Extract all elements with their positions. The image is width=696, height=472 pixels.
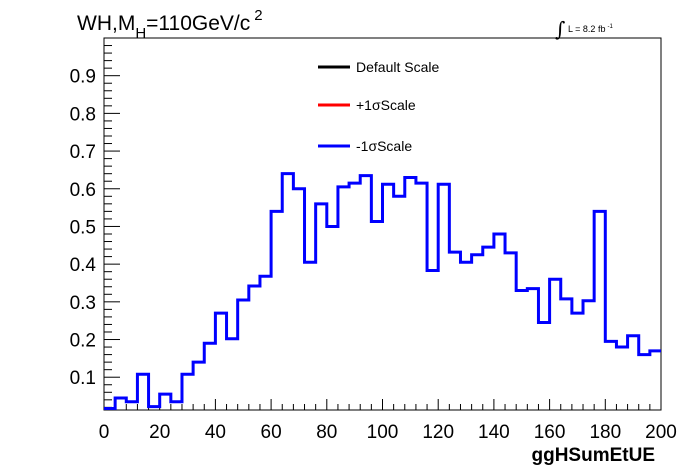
legend: Default Scale +1σScale -1σScale (318, 59, 439, 154)
y-tick-label: 0.9 (70, 67, 96, 88)
axis-ticks (103, 45, 662, 410)
x-tick-label: 60 (261, 422, 282, 443)
lumi-label: L = 8.2 fb -1 (568, 24, 613, 34)
x-tick-label: 120 (422, 422, 454, 443)
y-tick-label: 0.5 (70, 217, 96, 238)
y-tick-label: 0.4 (70, 255, 97, 276)
x-tick-label: 160 (534, 422, 566, 443)
series-line (104, 172, 661, 410)
y-tick-label: 0.7 (70, 142, 96, 163)
legend-label: Default Scale (356, 59, 439, 75)
y-tick-labels: 0.1 0.2 0.3 0.4 0.5 0.6 0.7 0.8 0.9 (70, 67, 97, 390)
y-tick-label: 0.1 (70, 368, 96, 389)
lumi-text: L = 8.2 fb (568, 24, 605, 34)
x-tick-label: 80 (316, 422, 337, 443)
x-tick-labels: 0 20 40 60 80 100 120 140 160 180 200 (99, 422, 677, 443)
x-tick-label: 20 (149, 422, 170, 443)
x-tick-label: 100 (367, 422, 399, 443)
title-subscript: H (135, 25, 146, 42)
title-main: WH,M (77, 12, 135, 35)
y-tick-label: 0.3 (70, 293, 96, 314)
title-rest: =110GeV/c (146, 12, 250, 35)
x-axis-label: ggHSumEtUE (532, 445, 656, 466)
x-tick-label: 180 (589, 422, 621, 443)
legend-label: +1σScale (356, 97, 416, 113)
y-tick-label: 0.6 (70, 180, 96, 201)
legend-label: -1σScale (356, 138, 412, 154)
lumi-integral: ∫ (555, 17, 565, 41)
lumi-superscript: -1 (607, 24, 613, 30)
chart-title: WH,MH=110GeV/c 2 (77, 7, 263, 42)
x-tick-label: 0 (99, 422, 110, 443)
x-tick-label: 200 (645, 422, 677, 443)
y-tick-label: 0.2 (70, 331, 96, 352)
x-tick-label: 40 (205, 422, 226, 443)
title-superscript: 2 (254, 7, 262, 24)
x-tick-label: 140 (478, 422, 510, 443)
y-tick-label: 0.8 (70, 104, 96, 125)
plot-frame (103, 37, 662, 411)
series-layer (104, 172, 661, 410)
